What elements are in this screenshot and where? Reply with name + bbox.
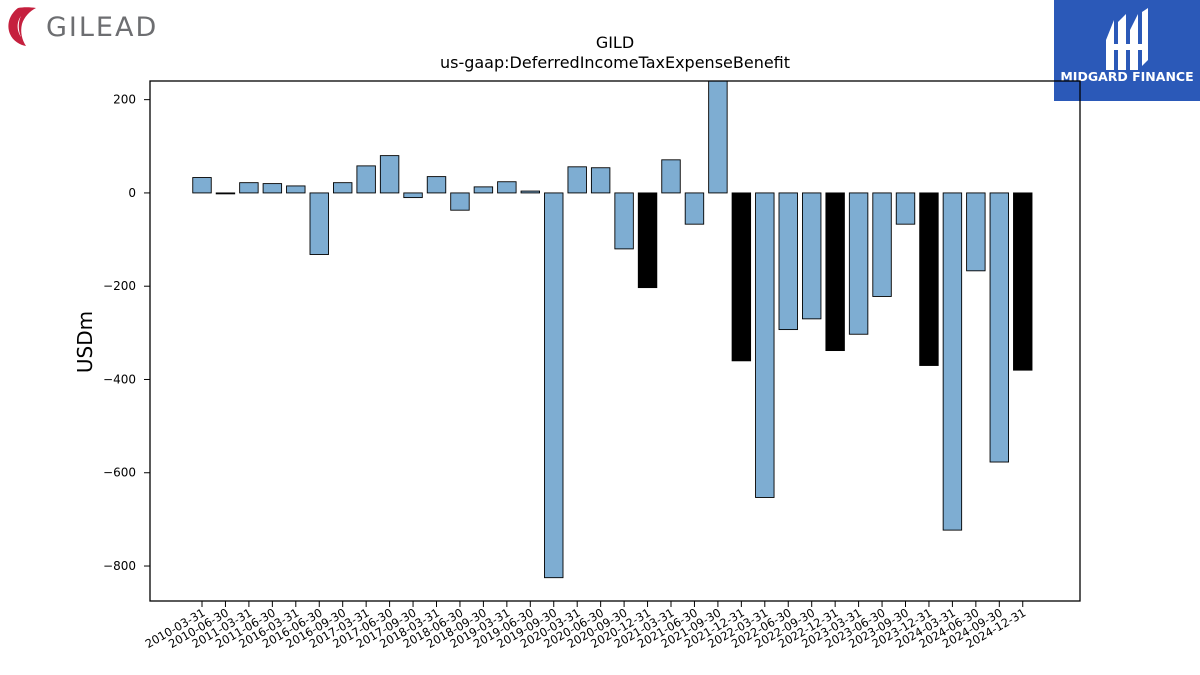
y-axis-ticks: 200 0 −200 −400 −600 −800 xyxy=(103,93,150,573)
bar-2022-12-31 xyxy=(825,192,845,352)
y-axis-label: USDm xyxy=(73,311,97,373)
bar-2021-06-30 xyxy=(684,192,705,225)
y-tick-label: −800 xyxy=(103,559,136,573)
bar-2010-06-30 xyxy=(215,192,236,195)
publisher-logo-text: MIDGARD FINANCE xyxy=(1060,69,1193,84)
bar-2020-03-31 xyxy=(567,166,587,194)
bar-2023-03-31 xyxy=(848,192,869,335)
y-tick-label: −400 xyxy=(103,372,136,386)
company-logo-graphic: GILEAD xyxy=(8,7,158,46)
bar-2017-09-30 xyxy=(403,192,423,199)
publisher-logo-mark xyxy=(1106,8,1148,70)
bar-2022-06-30 xyxy=(778,192,798,331)
bar-2020-06-30 xyxy=(590,167,611,194)
bar-2022-03-31 xyxy=(755,192,775,498)
bar-2010-03-31 xyxy=(192,177,212,194)
company-logo-mark xyxy=(8,7,36,46)
x-axis-ticks: 2010-03-312010-06-302011-03-312011-06-30… xyxy=(143,601,1028,651)
bar-2016-06-30 xyxy=(309,192,329,255)
bar-2023-12-31 xyxy=(919,192,939,366)
bar-2019-09-30 xyxy=(544,192,564,579)
bar-2017-06-30 xyxy=(379,155,400,194)
y-tick-label: 0 xyxy=(128,186,136,200)
bar-2024-03-31 xyxy=(942,192,963,531)
company-logo: GILEAD xyxy=(4,4,164,48)
chart-title: GILD xyxy=(596,33,634,52)
y-tick-label: −200 xyxy=(103,279,136,293)
plot-area-frame xyxy=(149,80,1081,602)
publisher-logo: MIDGARD FINANCE xyxy=(1054,0,1200,101)
bar-2021-03-31 xyxy=(661,159,681,194)
publisher-logo-graphic: MIDGARD FINANCE xyxy=(1060,8,1194,84)
bar-2023-06-30 xyxy=(872,192,892,297)
bar-2024-12-31 xyxy=(1013,192,1033,371)
company-logo-text: GILEAD xyxy=(46,12,158,43)
bar-2024-06-30 xyxy=(966,192,986,272)
bar-series xyxy=(192,81,1033,579)
y-tick-label: −600 xyxy=(103,466,136,480)
bar-2011-03-31 xyxy=(239,182,259,194)
bar-2016-03-31 xyxy=(286,185,306,194)
bar-2018-06-30 xyxy=(450,192,470,211)
bar-2017-03-31 xyxy=(356,165,376,194)
bar-2011-06-30 xyxy=(262,183,283,194)
bar-2020-12-31 xyxy=(637,192,658,289)
bar-2018-03-31 xyxy=(426,176,447,194)
y-tick-label: 200 xyxy=(113,93,136,107)
bar-2022-09-30 xyxy=(802,192,822,320)
bar-2019-03-31 xyxy=(497,181,517,194)
bar-2020-09-30 xyxy=(614,192,634,250)
bar-2021-09-30 xyxy=(708,81,728,194)
chart-subtitle: us-gaap:DeferredIncomeTaxExpenseBenefit xyxy=(440,53,790,72)
bar-2016-09-30 xyxy=(333,182,353,194)
bar-2021-12-31 xyxy=(731,192,752,362)
bar-2024-09-30 xyxy=(989,192,1009,463)
bar-2019-06-30 xyxy=(520,190,540,194)
bar-2023-09-30 xyxy=(895,192,916,225)
bar-2018-09-30 xyxy=(473,186,494,194)
company-logo-mark-inner xyxy=(17,16,21,37)
